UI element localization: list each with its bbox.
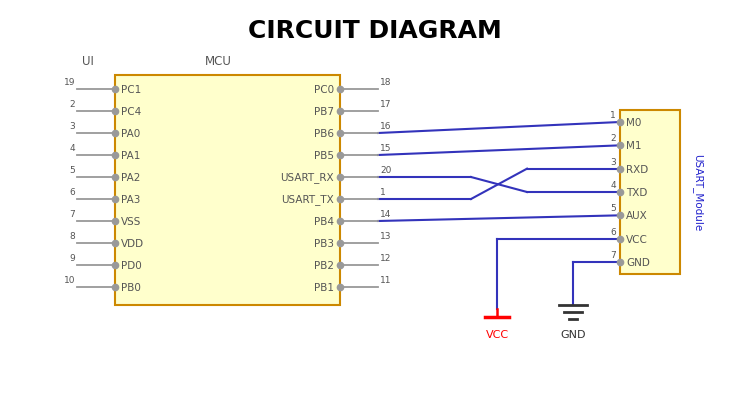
Text: M1: M1: [626, 141, 641, 151]
Text: PB1: PB1: [314, 282, 334, 292]
Text: 18: 18: [380, 78, 392, 87]
Text: VSS: VSS: [121, 216, 141, 226]
Text: 5: 5: [610, 204, 616, 213]
Text: 20: 20: [380, 166, 392, 175]
Text: GND: GND: [560, 329, 586, 339]
Text: 2: 2: [610, 134, 616, 143]
Text: USART_RX: USART_RX: [280, 172, 334, 183]
Text: 4: 4: [610, 181, 616, 190]
Text: 3: 3: [610, 157, 616, 166]
Text: 5: 5: [69, 166, 75, 175]
Text: 6: 6: [610, 227, 616, 236]
Text: 10: 10: [64, 275, 75, 284]
Text: VCC: VCC: [485, 329, 508, 339]
Text: PA0: PA0: [121, 129, 140, 139]
Text: USART_Module: USART_Module: [692, 154, 703, 231]
Text: 14: 14: [380, 209, 392, 218]
Bar: [115, 76, 340, 305]
Text: 7: 7: [69, 209, 75, 218]
Text: PB3: PB3: [314, 239, 334, 248]
Text: PB2: PB2: [314, 260, 334, 270]
Text: GND: GND: [626, 257, 650, 267]
Text: 1: 1: [380, 188, 386, 196]
Text: 15: 15: [380, 144, 392, 153]
Text: M0: M0: [626, 118, 641, 128]
Text: PA1: PA1: [121, 151, 140, 161]
Text: PA2: PA2: [121, 173, 140, 183]
Text: 17: 17: [380, 100, 392, 109]
Text: PB7: PB7: [314, 107, 334, 117]
Text: PB4: PB4: [314, 216, 334, 226]
Text: UI: UI: [82, 55, 94, 68]
Text: 3: 3: [69, 122, 75, 131]
Text: CIRCUIT DIAGRAM: CIRCUIT DIAGRAM: [248, 19, 502, 43]
Text: PB0: PB0: [121, 282, 141, 292]
Text: RXD: RXD: [626, 164, 648, 174]
Text: 8: 8: [69, 231, 75, 241]
Text: 16: 16: [380, 122, 392, 131]
Text: TXD: TXD: [626, 188, 647, 198]
Text: 4: 4: [69, 144, 75, 153]
Text: 11: 11: [380, 275, 392, 284]
Text: MCU: MCU: [205, 55, 232, 68]
Text: PB5: PB5: [314, 151, 334, 161]
Text: PD0: PD0: [121, 260, 142, 270]
Text: AUX: AUX: [626, 211, 648, 221]
Text: 2: 2: [69, 100, 75, 109]
Text: PC0: PC0: [314, 85, 334, 95]
Text: 7: 7: [610, 250, 616, 259]
Text: 19: 19: [64, 78, 75, 87]
Text: PC4: PC4: [121, 107, 141, 117]
Text: PC1: PC1: [121, 85, 141, 95]
Text: 9: 9: [69, 254, 75, 262]
Text: 1: 1: [610, 111, 616, 120]
Text: 12: 12: [380, 254, 392, 262]
Text: VCC: VCC: [626, 234, 648, 244]
Text: 6: 6: [69, 188, 75, 196]
Bar: [620, 111, 680, 274]
Text: VDD: VDD: [121, 239, 144, 248]
Text: 13: 13: [380, 231, 392, 241]
Text: PB6: PB6: [314, 129, 334, 139]
Text: PA3: PA3: [121, 194, 140, 205]
Text: USART_TX: USART_TX: [281, 194, 334, 205]
